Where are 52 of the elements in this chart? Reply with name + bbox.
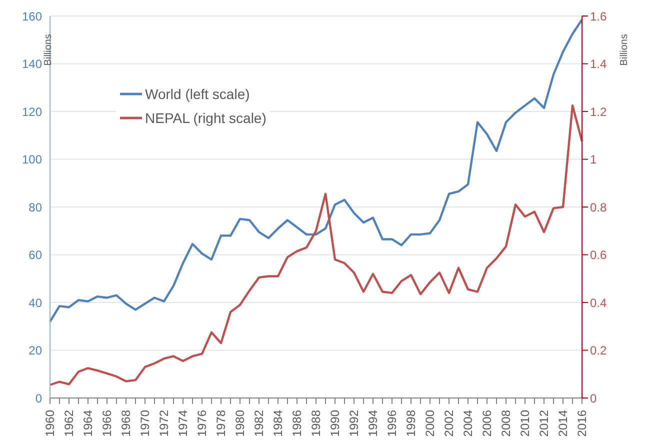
x-tick-label: 2004 xyxy=(461,410,475,437)
x-tick-label: 2002 xyxy=(442,410,456,437)
x-tick-label: 2000 xyxy=(423,410,437,437)
x-tick-label: 1970 xyxy=(138,410,152,437)
legend-label: World (left scale) xyxy=(145,85,250,104)
x-tick-label: 1984 xyxy=(271,410,285,437)
x-tick-label: 1978 xyxy=(214,410,228,437)
y2-tick-label: 0 xyxy=(590,391,597,406)
y2-tick-label: 1.4 xyxy=(590,57,608,72)
x-tick-label: 1998 xyxy=(404,410,418,437)
y-tick-label: 120 xyxy=(22,104,42,119)
x-tick-label: 1988 xyxy=(309,410,323,437)
x-tick-label: 2014 xyxy=(556,410,570,437)
y-tick-label: 40 xyxy=(28,296,42,310)
y2-axis-title: Billions xyxy=(619,34,630,66)
x-tick-label: 2010 xyxy=(518,410,532,437)
y-tick-label: 140 xyxy=(22,57,42,72)
y-tick-label: 160 xyxy=(22,9,42,24)
y-tick-label: 80 xyxy=(28,200,42,214)
x-tick-label: 1974 xyxy=(176,410,190,437)
y-tick-label: 20 xyxy=(28,344,42,358)
x-tick-label: 1982 xyxy=(252,410,266,437)
y2-tick-label: 0.8 xyxy=(590,200,608,214)
x-tick-label: 1986 xyxy=(290,410,304,437)
x-tick-label: 1960 xyxy=(43,410,57,437)
x-tick-label: 2008 xyxy=(499,410,513,437)
x-tick-label: 1962 xyxy=(62,410,76,437)
x-tick-label: 1968 xyxy=(119,410,133,437)
x-tick-label: 1972 xyxy=(157,410,171,437)
legend-label: NEPAL (right scale) xyxy=(145,109,266,128)
x-tick-label: 1990 xyxy=(328,410,342,437)
y2-tick-label: 0.4 xyxy=(590,296,608,310)
x-tick-label: 1976 xyxy=(195,410,209,437)
x-tick-label: 2012 xyxy=(537,410,551,437)
y2-tick-label: 1.6 xyxy=(590,9,608,24)
y-axis-title: Billions xyxy=(43,34,54,66)
y-tick-label: 100 xyxy=(22,152,42,167)
line-series xyxy=(48,104,584,386)
x-tick-label: 1966 xyxy=(100,410,114,437)
y-tick-label: 0 xyxy=(35,391,42,406)
x-tick-label: 2016 xyxy=(575,410,589,437)
y2-tick-label: 1 xyxy=(590,152,597,167)
y2-tick-label: 0.6 xyxy=(590,248,608,262)
x-tick-label: 1994 xyxy=(366,410,380,437)
x-tick-label: 1964 xyxy=(81,410,95,437)
y2-tick-label: 1.2 xyxy=(590,104,608,119)
y-tick-label: 60 xyxy=(28,248,42,262)
x-tick-label: 1992 xyxy=(347,410,361,437)
y2-tick-label: 0.2 xyxy=(590,344,608,358)
x-tick-label: 2006 xyxy=(480,410,494,437)
x-tick-label: 1996 xyxy=(385,410,399,437)
x-tick-label: 1980 xyxy=(233,410,247,437)
